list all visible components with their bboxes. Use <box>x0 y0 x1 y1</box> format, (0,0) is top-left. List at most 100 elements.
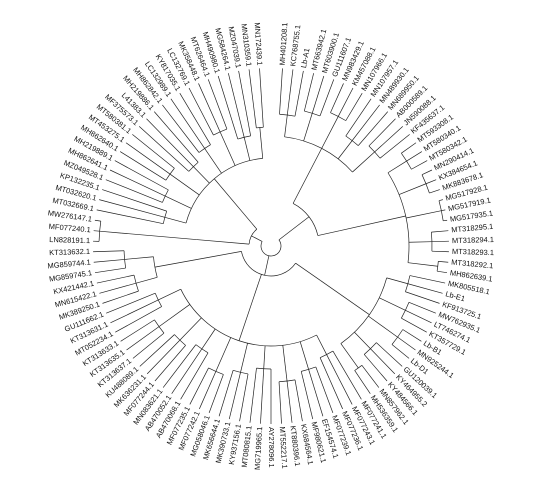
leaf-branch <box>379 134 410 159</box>
subclade-stem <box>165 195 192 209</box>
subclade-stem <box>299 341 309 370</box>
leaf-label: Lb-A1 <box>299 47 311 68</box>
leaf-branch <box>286 381 293 423</box>
leaf-branch <box>139 334 175 367</box>
leaf-branch <box>332 350 362 400</box>
leaf-branch <box>294 379 303 422</box>
leaf-branch <box>96 209 164 225</box>
subclade-stem <box>215 337 232 372</box>
clade-stem <box>297 148 322 195</box>
leaf-branch <box>162 104 200 153</box>
root-arc <box>260 239 282 257</box>
leaf-label: MT318294.1 <box>452 235 494 245</box>
leaf-branch <box>228 73 245 138</box>
subclade-arc <box>319 350 334 359</box>
leaf-branch <box>132 332 165 359</box>
leaf-branch <box>93 230 100 232</box>
leaf-branch <box>162 344 197 388</box>
leaf-branch <box>180 352 209 400</box>
leaf-labels: MH401208.1KC768755.1Lb-A1MT663942.1MT603… <box>47 22 494 470</box>
leaf-branch <box>345 98 372 137</box>
node-fg-stem <box>196 239 250 245</box>
clade-arc <box>185 158 263 224</box>
subclade-stem <box>406 210 442 219</box>
subclade-arc <box>345 135 359 146</box>
leaf-branch <box>238 70 251 136</box>
leaf-branch <box>153 111 199 163</box>
subclade-arc <box>198 144 211 153</box>
clade-stem <box>214 178 252 224</box>
node-cde-arc <box>241 251 296 277</box>
subclade-arc <box>431 232 433 252</box>
subclade-stem <box>354 331 371 349</box>
subclade-stem <box>201 328 216 350</box>
subclade-stem <box>321 116 339 149</box>
leaf-label: MH401208.1 <box>278 22 290 65</box>
leaf-branch <box>170 98 205 149</box>
leaf-branch <box>132 134 175 169</box>
leaf-branch <box>217 75 239 140</box>
clade-arc <box>180 289 317 347</box>
leaf-branch <box>249 368 257 423</box>
subclade-stem <box>352 151 375 173</box>
leaf-branch <box>363 354 388 382</box>
leaf-branch <box>208 374 224 414</box>
subclade-arc <box>98 221 102 242</box>
leaf-branch <box>401 317 427 333</box>
subclade-stem <box>169 173 200 196</box>
leaf-branch <box>286 69 294 116</box>
leaf-branch <box>311 75 325 114</box>
leaf-branch <box>361 365 380 388</box>
subclade-stem <box>164 217 187 224</box>
leaf-branch <box>146 339 181 375</box>
leaf-branch <box>109 169 166 197</box>
leaf-branch <box>319 357 343 410</box>
leaf-branch <box>126 326 160 351</box>
leaf-branch <box>443 219 448 222</box>
subclade-stem <box>243 137 251 161</box>
leaf-branch <box>125 142 171 175</box>
leaf-branch <box>199 371 217 410</box>
leaf-branch <box>437 270 448 274</box>
leaf-label: MG719965.1 <box>253 426 265 470</box>
subclade-arc <box>363 342 377 355</box>
subclade-arc <box>421 174 430 194</box>
subclade-arc <box>162 210 168 224</box>
leaf-branch <box>351 104 380 141</box>
subclade-arc <box>208 367 224 375</box>
node-ab-stem <box>292 194 299 204</box>
leaf-branch <box>259 68 264 128</box>
leaf-branch <box>115 306 162 333</box>
leaf-branch <box>374 126 404 153</box>
subclade-stem <box>135 277 158 284</box>
subclade-arc <box>256 126 264 129</box>
node-fg-stem <box>251 222 258 230</box>
leaf-branch <box>438 199 443 201</box>
leaf-branch <box>425 179 437 185</box>
leaf-branch <box>376 342 403 367</box>
leaf-branch <box>99 282 137 294</box>
leaf-branch <box>408 301 436 314</box>
subclade-stem <box>340 343 359 369</box>
leaf-label: AY278096.1 <box>267 427 276 468</box>
leaf-label: MF077240.1 <box>48 222 91 235</box>
leaf-branch <box>189 367 209 405</box>
leaf-branch <box>354 370 371 394</box>
clade-stem <box>121 232 197 240</box>
leaf-branch <box>294 70 304 117</box>
subclade-arc <box>301 366 316 372</box>
leaf-branch <box>102 290 139 304</box>
leaf-branch <box>397 336 416 351</box>
leaf-branch <box>93 259 125 263</box>
node-cde-stem <box>209 251 242 258</box>
leaf-branch <box>179 92 211 145</box>
leaf-branch <box>94 267 126 274</box>
subclade-stem <box>204 148 222 174</box>
node-cde-stem <box>257 274 262 285</box>
leaf-branch <box>248 69 257 128</box>
subclade-stem <box>282 345 288 382</box>
leaf-branch <box>138 126 190 172</box>
subclade-stem <box>158 304 191 327</box>
leaf-branch <box>337 87 354 117</box>
